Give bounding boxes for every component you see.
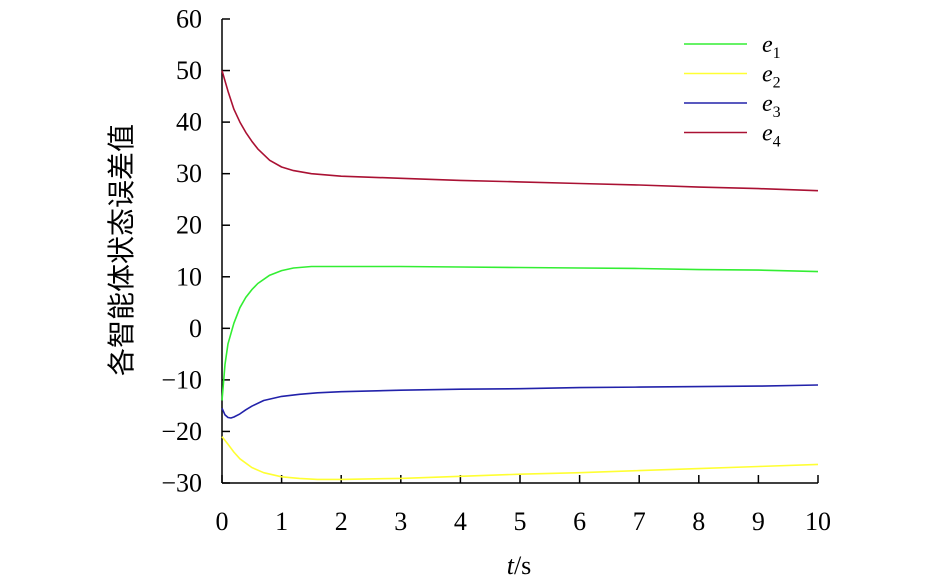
y-tick-label: 50: [176, 56, 202, 85]
y-tick-label: 20: [176, 211, 202, 240]
x-tick-label: 8: [692, 507, 705, 536]
legend-label-base: e: [762, 62, 773, 88]
series-line-e1: [221, 265, 819, 401]
legend-label-e4: e4: [762, 121, 781, 151]
y-axis-label: 各智能体状态误差值: [105, 124, 138, 376]
y-tick-label: 30: [176, 159, 202, 188]
legend-label-base: e: [762, 91, 773, 117]
x-tick-label: 4: [454, 507, 467, 536]
legend-label-subscript: 3: [773, 104, 781, 121]
y-tick-label: 10: [176, 262, 202, 291]
legend-label-base: e: [762, 32, 773, 58]
x-axis-label: t/s: [507, 551, 532, 580]
x-tick-label: 9: [752, 507, 765, 536]
legend-label-base: e: [762, 121, 773, 147]
legend-item-e3: e3: [684, 91, 781, 121]
x-tick-label: 5: [514, 507, 527, 536]
legend-item-e1: e1: [684, 32, 781, 62]
plot-area: 60 50 40 30 20 10 0 −10 −20 −30 0 1 2 3 4 5 6 7 8 9 10: [161, 5, 831, 537]
x-tick-label: 6: [573, 507, 586, 536]
x-tick-label: 2: [335, 507, 348, 536]
y-tick-label: 40: [176, 108, 202, 137]
x-tick-label: 0: [216, 507, 229, 536]
legend-item-e2: e2: [684, 62, 781, 92]
legend-label-e1: e1: [762, 32, 781, 62]
y-tick-label: −10: [161, 365, 202, 394]
series-line-e3: [221, 384, 819, 419]
x-tick-label: 1: [275, 507, 288, 536]
legend-label-e3: e3: [762, 91, 781, 121]
x-ticks: 0 1 2 3 4 5 6 7 8 9 10: [216, 475, 831, 536]
series-lines: [221, 70, 819, 481]
y-ticks: 60 50 40 30 20 10 0 −10 −20 −30: [161, 5, 230, 498]
legend-label-subscript: 2: [773, 75, 781, 92]
legend-label-e2: e2: [762, 62, 781, 92]
x-axis-label-unit: /s: [514, 551, 531, 580]
x-tick-label: 10: [805, 507, 831, 536]
legend-label-subscript: 4: [773, 134, 781, 151]
y-tick-label: 60: [176, 5, 202, 34]
x-tick-label: 7: [633, 507, 646, 536]
y-tick-label: 0: [189, 314, 202, 343]
series-line-e4: [221, 70, 819, 192]
y-tick-label: −20: [161, 417, 202, 446]
legend-item-e4: e4: [684, 121, 781, 151]
x-tick-label: 3: [394, 507, 407, 536]
x-axis-label-variable: t: [507, 551, 515, 580]
series-line-e2: [221, 436, 819, 481]
legend-label-subscript: 1: [773, 45, 781, 62]
y-tick-label: −30: [161, 469, 202, 498]
